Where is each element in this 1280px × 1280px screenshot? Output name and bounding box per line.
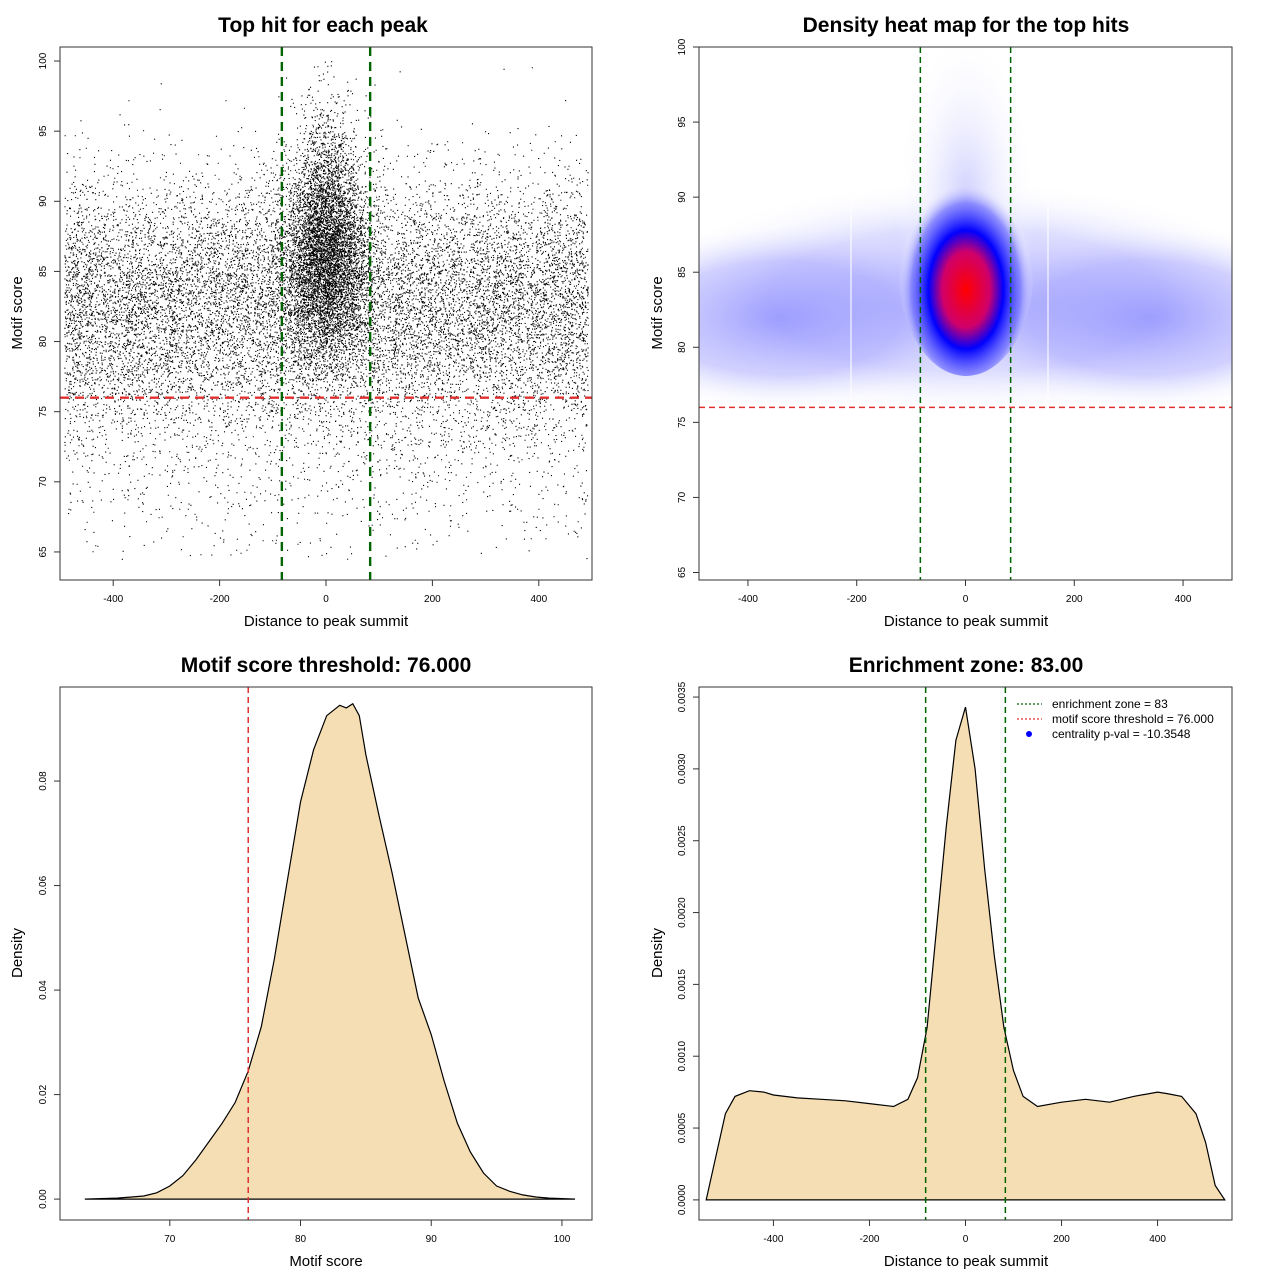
x-tick-label: 80 [295, 1234, 307, 1245]
y-tick-label: 75 [677, 416, 688, 428]
x-tick-label: 90 [426, 1234, 438, 1245]
y-tick-label: 0.0035 [677, 681, 688, 712]
x-tick-label: 400 [1149, 1234, 1166, 1245]
scatter-points [64, 61, 589, 560]
y-tick-label: 0.0015 [677, 969, 688, 1000]
y-tick-label: 0.00 [38, 1189, 49, 1209]
x-tick-label: 0 [963, 594, 969, 605]
legend-pval-label: centrality p-val = -10.3548 [1052, 727, 1191, 741]
density-heatmap [699, 47, 1232, 470]
x-axis-label: Distance to peak summit [884, 1253, 1049, 1270]
x-tick-label: 200 [1053, 1234, 1070, 1245]
y-tick-label: 0.0025 [677, 825, 688, 856]
y-axis-label: Density [649, 927, 666, 978]
y-tick-label: 100 [38, 52, 49, 69]
y-tick-label: 0.04 [38, 980, 49, 1000]
heatmap-panel: Density heat map for the top hits -400 -2… [649, 14, 1233, 630]
legend: enrichment zone = 83 motif score thresho… [1017, 697, 1214, 741]
chart-title: Motif score threshold: 76.000 [181, 654, 472, 677]
x-axis-label: Distance to peak summit [244, 613, 409, 630]
y-axis-label: Density [9, 927, 26, 978]
x-tick-label: -200 [210, 594, 230, 605]
y-tick-label: 0.06 [38, 875, 49, 895]
y-axis-label: Motif score [9, 276, 26, 349]
y-axis-label: Motif score [649, 276, 666, 349]
y-tick-label: 0.08 [38, 771, 49, 791]
y-tick-label: 70 [38, 476, 49, 488]
y-tick-label: 0.0000 [677, 1184, 688, 1215]
x-tick-label: 200 [424, 594, 441, 605]
chart-title: Density heat map for the top hits [803, 14, 1130, 37]
y-tick-label: 95 [38, 125, 49, 137]
x-tick-label: 400 [1175, 594, 1192, 605]
x-tick-label: -400 [763, 1234, 783, 1245]
y-tick-label: 0.0005 [677, 1112, 688, 1143]
legend-pval-point [1026, 731, 1032, 737]
y-tick-label: 90 [38, 195, 49, 207]
scatter-point-cloud [64, 61, 589, 560]
score-density-panel: Motif score threshold: 76.000 70 80 90 100 … [9, 654, 593, 1270]
y-tick-label: 100 [677, 38, 688, 55]
x-tick-label: -400 [103, 594, 123, 605]
x-tick-label: -400 [738, 594, 758, 605]
scatter-panel: Top hit for each peak -400 -200 0 200 400 65… [9, 14, 593, 630]
y-tick-label: 0.02 [38, 1084, 49, 1104]
y-tick-label: 80 [38, 336, 49, 348]
y-tick-label: 75 [38, 406, 49, 418]
heat-hotspot [898, 160, 1034, 376]
density-area [705, 706, 1226, 1201]
y-tick-label: 85 [38, 265, 49, 277]
y-tick-label: 0.0020 [677, 897, 688, 928]
x-tick-label: 100 [554, 1234, 571, 1245]
x-axis-label: Distance to peak summit [884, 613, 1049, 630]
y-tick-label: 95 [677, 116, 688, 128]
x-tick-label: 0 [963, 1234, 969, 1245]
x-tick-label: -200 [847, 594, 867, 605]
y-tick-label: 90 [677, 191, 688, 203]
legend-threshold-label: motif score threshold = 76.000 [1052, 712, 1214, 726]
y-tick-label: 85 [677, 266, 688, 278]
plot-frame [59, 686, 593, 1221]
chart-title: Top hit for each peak [218, 14, 428, 37]
x-tick-label: 0 [323, 594, 329, 605]
y-tick-label: 80 [677, 341, 688, 353]
chart-title: Enrichment zone: 83.00 [849, 654, 1084, 677]
y-tick-label: 0.0030 [677, 753, 688, 784]
x-tick-label: 400 [530, 594, 547, 605]
y-tick-label: 65 [677, 566, 688, 578]
x-tick-label: 70 [164, 1234, 176, 1245]
x-tick-label: -200 [859, 1234, 879, 1245]
y-tick-label: 65 [38, 546, 49, 558]
x-tick-label: 200 [1066, 594, 1083, 605]
legend-zone-label: enrichment zone = 83 [1052, 697, 1168, 711]
y-tick-label: 0.0010 [677, 1040, 688, 1071]
x-axis-label: Motif score [289, 1253, 362, 1270]
enrichment-density-panel: Enrichment zone: 83.00 -400 -200 0 200 400 0… [649, 654, 1233, 1270]
y-tick-label: 70 [677, 491, 688, 503]
density-area [84, 702, 576, 1200]
